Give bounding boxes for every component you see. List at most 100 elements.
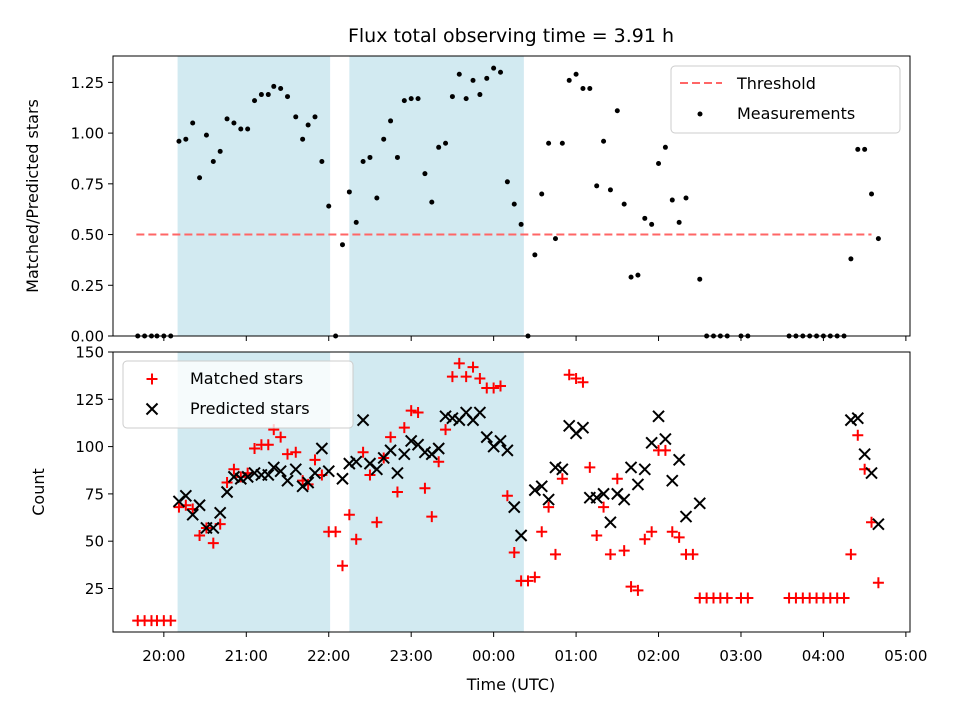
- measurement-point: [265, 92, 271, 98]
- legend-measurement-label: Measurements: [737, 104, 855, 123]
- matched-star-point: [309, 454, 321, 466]
- predicted-star-point: [624, 461, 638, 474]
- matched-star-point: [290, 446, 302, 458]
- x-axis-label: Time (UTC): [466, 675, 555, 694]
- measurement-point: [381, 136, 387, 142]
- measurement-point: [656, 161, 662, 167]
- measurement-point: [491, 65, 497, 71]
- matched-star-point: [639, 533, 651, 545]
- measurement-point: [305, 122, 311, 128]
- predicted-star-point: [315, 442, 329, 455]
- matched-star-point: [659, 444, 671, 456]
- matched-star-point: [501, 490, 513, 502]
- legend-threshold-label: Threshold: [736, 74, 816, 93]
- matched-star-point: [371, 516, 383, 528]
- measurement-point: [552, 236, 558, 242]
- measurement-point: [176, 138, 182, 144]
- y-axis-ticks-top: 0.00 0.25 0.50 0.75 1.00 1.25: [71, 74, 113, 346]
- matched-star-point: [412, 407, 424, 419]
- legend-x-marker: [145, 402, 159, 416]
- matched-star-point: [249, 442, 261, 454]
- matched-star-point: [398, 422, 410, 434]
- matched-star-point: [405, 405, 417, 417]
- measurement-point: [683, 195, 689, 201]
- predicted-star-point: [356, 413, 370, 427]
- predicted-star-point: [666, 474, 679, 487]
- matched-star-point: [282, 448, 294, 460]
- predicted-star-point: [193, 499, 206, 512]
- measurement-point: [217, 148, 223, 154]
- matched-star-point: [604, 548, 616, 560]
- measurement-point: [635, 272, 641, 278]
- predicted-star-point: [617, 493, 631, 506]
- predicted-star-point: [645, 436, 658, 450]
- predicted-star-point: [865, 466, 878, 480]
- matched-star-point: [852, 429, 864, 441]
- matched-star-point: [872, 577, 884, 589]
- predicted-star-point: [473, 406, 487, 419]
- observing-band: [177, 56, 331, 336]
- predicted-star-point: [693, 497, 706, 510]
- measurement-point: [367, 154, 373, 160]
- y-tick-label: 0.75: [71, 175, 104, 193]
- predicted-star-point: [384, 444, 397, 457]
- predicted-star-point: [186, 508, 199, 521]
- x-axis-ticks-bottom: 20:00 21:00 22:00 23:00 00:00 01:00 02:00 03:00…: [142, 632, 927, 665]
- matched-star-point: [536, 526, 548, 538]
- x-tick-label: 01:00: [554, 647, 597, 665]
- measurement-point: [360, 159, 366, 165]
- matched-star-point: [262, 439, 274, 451]
- measurement-point: [559, 140, 565, 146]
- measurement-point: [388, 118, 394, 124]
- observing-bands-top: [177, 56, 524, 336]
- measurement-point: [190, 120, 196, 126]
- predicted-star-point: [652, 410, 665, 423]
- measurement-point: [443, 140, 449, 146]
- predicted-star-point: [398, 447, 411, 461]
- predicted-star-point: [851, 412, 864, 425]
- y-tick-label: 50: [85, 533, 104, 551]
- matched-star-point: [221, 477, 233, 489]
- legend-measurement-swatch: [697, 111, 703, 117]
- measurement-point: [649, 221, 655, 227]
- predicted-star-point: [418, 446, 432, 459]
- predicted-star-point: [638, 463, 651, 476]
- chart-title: Flux total observing time = 3.91 h: [348, 25, 674, 47]
- measurement-point: [285, 94, 291, 100]
- predicted-star-point: [590, 491, 603, 504]
- measurement-point: [210, 159, 216, 165]
- measurement-point: [539, 191, 545, 197]
- measurement-point: [498, 69, 504, 75]
- predicted-star-point: [289, 463, 302, 476]
- predicted-star-point: [227, 470, 241, 484]
- measurement-point: [477, 92, 483, 98]
- predicted-star-point: [213, 506, 227, 520]
- predicted-star-point: [308, 466, 322, 480]
- measurement-point: [855, 146, 861, 152]
- predicted-star-point: [370, 463, 384, 476]
- measurement-point: [607, 187, 613, 193]
- measurement-point: [415, 96, 421, 102]
- predicted-star-point: [858, 447, 871, 461]
- measurement-point: [408, 96, 414, 102]
- predicted-star-point: [528, 483, 542, 497]
- matched-star-point: [543, 501, 555, 513]
- measurement-point: [231, 120, 237, 126]
- plot-frame-top: [112, 55, 911, 337]
- measurement-point: [312, 114, 318, 120]
- predicted-star-point: [604, 516, 617, 529]
- measurement-point: [224, 116, 230, 122]
- predicted-star-point: [679, 510, 693, 523]
- predicted-star-point: [439, 410, 452, 423]
- measurement-point: [532, 252, 538, 258]
- predicted-star-point: [556, 463, 569, 476]
- measurement-point: [346, 189, 352, 195]
- matched-star-point: [646, 526, 658, 538]
- x-tick-label: 02:00: [637, 647, 680, 665]
- matched-star-point: [460, 371, 472, 383]
- predicted-star-point: [404, 434, 418, 448]
- legend-frame-bottom: [122, 360, 354, 429]
- measurement-point: [394, 154, 400, 160]
- measurement-point: [449, 94, 455, 100]
- measurement-point: [293, 114, 299, 120]
